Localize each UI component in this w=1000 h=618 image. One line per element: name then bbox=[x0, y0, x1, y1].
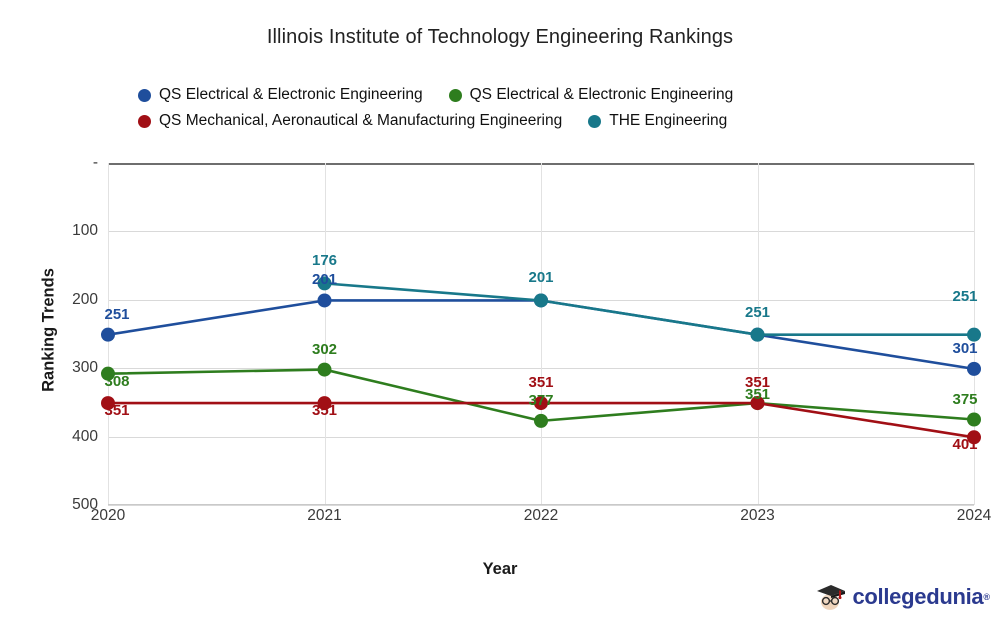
x-axis-tick-label: 2020 bbox=[90, 507, 126, 524]
watermark-suffix: ® bbox=[983, 592, 990, 602]
data-point[interactable] bbox=[750, 396, 765, 411]
chart-legend: QS Electrical & Electronic Engineering Q… bbox=[136, 82, 876, 134]
data-point[interactable] bbox=[101, 366, 115, 381]
data-point[interactable] bbox=[967, 327, 981, 342]
legend-item-qs-mechanical[interactable]: QS Mechanical, Aeronautical & Manufactur… bbox=[138, 112, 562, 130]
y-axis-tick-label: 300 bbox=[72, 359, 98, 377]
data-point[interactable] bbox=[317, 396, 332, 411]
data-point[interactable] bbox=[101, 327, 115, 342]
legend-item-qs-electrical-blue[interactable]: QS Electrical & Electronic Engineering bbox=[138, 86, 423, 104]
data-point[interactable] bbox=[534, 413, 548, 428]
data-point[interactable] bbox=[101, 396, 115, 411]
y-axis-tick-label: 500 bbox=[72, 496, 98, 513]
collegedunia-watermark: collegedunia ® bbox=[814, 582, 990, 612]
series-lines bbox=[101, 276, 981, 445]
data-point[interactable] bbox=[967, 412, 981, 427]
x-axis-tick-label: 2023 bbox=[740, 507, 775, 524]
series-line bbox=[324, 282, 974, 336]
legend-marker-icon bbox=[138, 88, 151, 102]
vertical-gridline bbox=[324, 163, 326, 505]
y-axis-title: Ranking Trends bbox=[38, 250, 60, 410]
data-point[interactable] bbox=[967, 361, 981, 376]
y-axis-tick-label: 400 bbox=[72, 427, 98, 445]
y-axis-tick-label: 200 bbox=[72, 290, 98, 308]
data-point[interactable] bbox=[534, 396, 548, 411]
legend-marker-icon bbox=[138, 114, 151, 128]
x-axis-title: Year bbox=[482, 560, 518, 578]
watermark-text: collegedunia bbox=[852, 584, 984, 609]
legend-item-the-engineering[interactable]: THE Engineering bbox=[588, 112, 727, 130]
x-axis-tick-label: 2022 bbox=[523, 507, 559, 524]
x-axis-tick-label: 2021 bbox=[307, 507, 342, 524]
data-point[interactable] bbox=[317, 276, 332, 291]
gridline bbox=[108, 505, 974, 506]
data-point[interactable] bbox=[317, 293, 332, 308]
y-axis-tick-label: - bbox=[92, 154, 98, 171]
series-line bbox=[107, 368, 975, 423]
data-point[interactable] bbox=[750, 327, 765, 342]
data-point[interactable] bbox=[967, 430, 981, 445]
legend-marker-icon bbox=[448, 88, 462, 102]
legend-label: QS Electrical & Electronic Engineering bbox=[159, 86, 423, 103]
collegedunia-logo-icon bbox=[817, 585, 846, 610]
legend-label: QS Electrical & Electronic Engineering bbox=[469, 86, 734, 103]
legend-row: QS Electrical & Electronic Engineering Q… bbox=[136, 82, 876, 108]
plot-area: -100 200 300 400 500 251 201 301 308 302 377 351 37… bbox=[72, 154, 991, 524]
legend-item-qs-electrical-green[interactable]: QS Electrical & Electronic Engineering bbox=[448, 86, 734, 104]
legend-label: QS Mechanical, Aeronautical & Manufactur… bbox=[159, 112, 563, 129]
chart-title: Illinois Institute of Technology Enginee… bbox=[266, 26, 734, 48]
x-axis-line bbox=[108, 504, 974, 505]
legend-label: THE Engineering bbox=[609, 112, 728, 129]
data-point[interactable] bbox=[317, 362, 332, 377]
x-axis-tick-label: 2024 bbox=[956, 507, 992, 524]
data-point[interactable] bbox=[534, 293, 548, 308]
y-axis-tick-label: 100 bbox=[72, 222, 98, 240]
vertical-gridline bbox=[541, 163, 542, 505]
legend-row: QS Mechanical, Aeronautical & Manufactur… bbox=[136, 108, 876, 134]
legend-marker-icon bbox=[588, 114, 602, 128]
